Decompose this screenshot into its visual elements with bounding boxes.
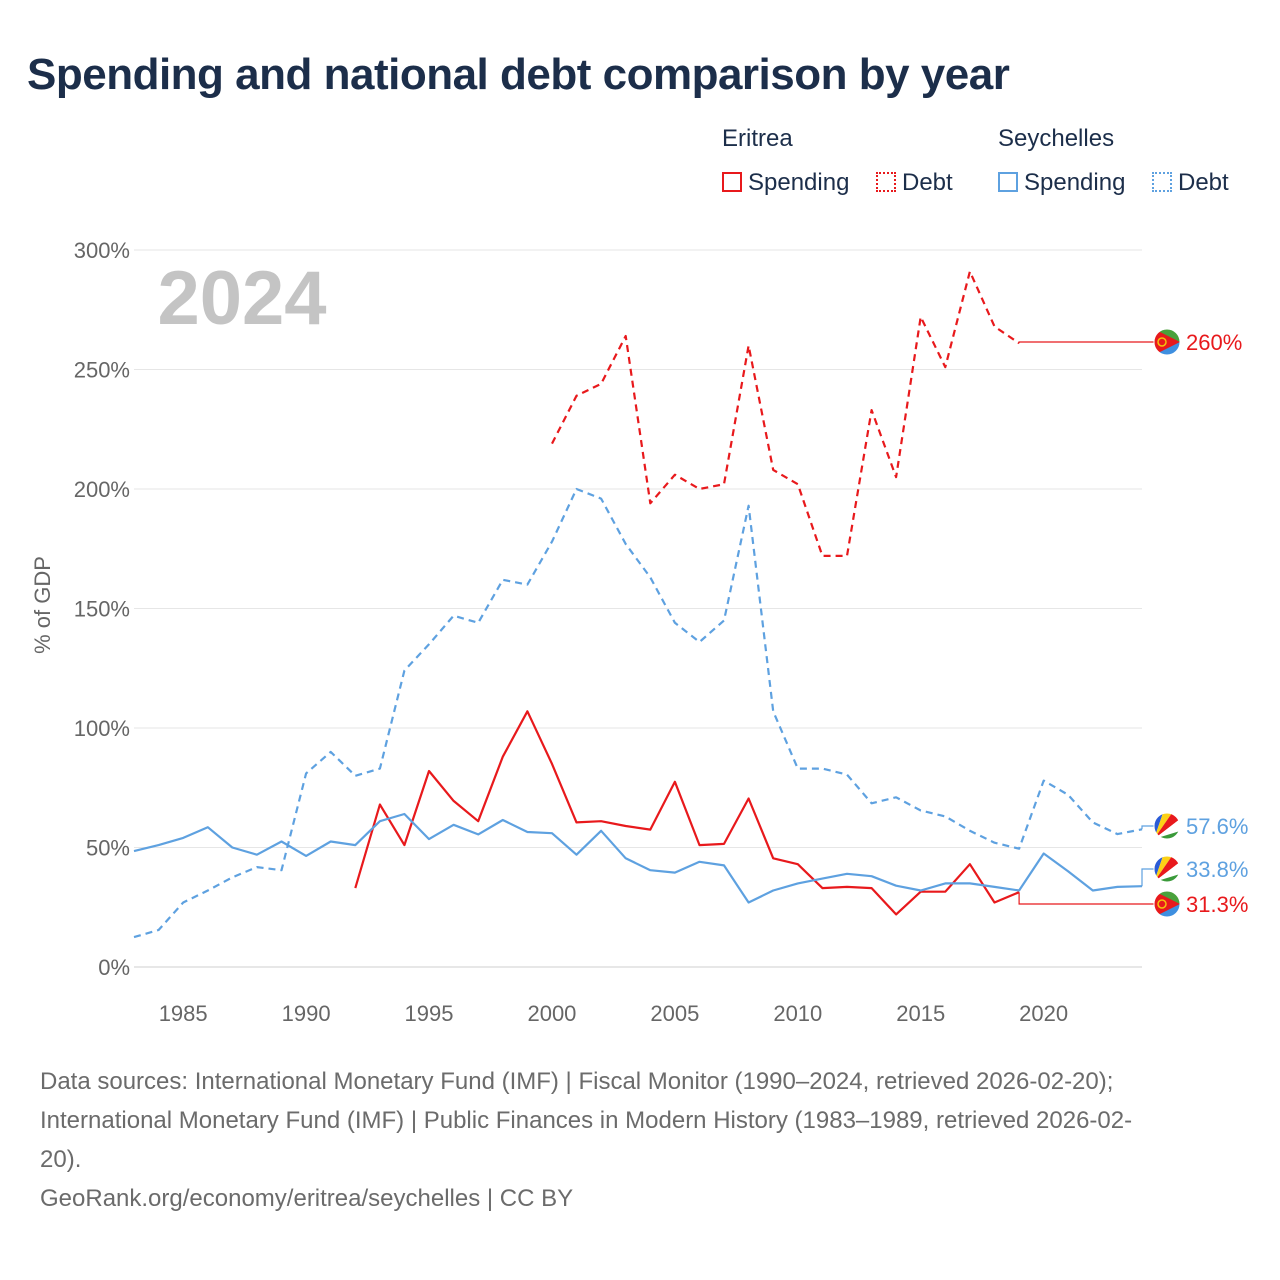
x-tick-label: 1990 [282,1001,331,1026]
seychelles-flag-icon [1153,855,1181,883]
end-labels: 260% 57.6% 31.3% 33.8% [1018,328,1248,918]
y-tick-label: 200% [74,477,130,502]
x-tick-label: 2000 [527,1001,576,1026]
solid-line-swatch-icon [998,172,1018,192]
y-tick-label: 0% [98,955,130,980]
series-line-eritrea-spending[interactable] [354,710,1020,916]
series [133,270,1143,939]
source-line-1: Data sources: International Monetary Fun… [40,1068,1114,1095]
end-value-label: 57.6% [1186,814,1248,839]
gridlines [134,249,1142,968]
legend-label-eritrea-debt: Debt [902,169,953,196]
dashed-line-swatch-icon [1152,172,1172,192]
source-line-3: 20). [40,1146,82,1173]
legend-label-eritrea-spending: Spending [748,169,850,196]
legend-label-seychelles-spending: Spending [1024,169,1126,196]
eritrea-flag-icon [1153,328,1181,356]
solid-line-swatch-icon [722,172,742,192]
series-line-eritrea-debt[interactable] [551,270,1020,558]
x-tick-label: 1985 [159,1001,208,1026]
y-tick-label: 50% [86,836,130,861]
axes: 2024 % of GDP 0% 50% 100% 150% 200% 250% 300% 1… [30,238,1068,1026]
legend-item-eritrea-spending[interactable]: Spending [722,169,849,197]
credit-line: GeoRank.org/economy/eritrea/seychelles |… [40,1185,574,1212]
seychelles-flag-icon [1153,812,1181,840]
series-line-seychelles-debt[interactable] [133,487,1143,939]
end-value-label: 33.8% [1186,857,1248,882]
leader-line [1141,825,1154,830]
x-tick-label: 2005 [650,1001,699,1026]
year-watermark: 2024 [157,256,326,341]
source-line-2: International Monetary Fund (IMF) | Publ… [40,1107,1133,1134]
y-tick-label: 250% [74,358,130,383]
legend-item-eritrea-debt[interactable]: Debt [876,169,953,197]
legend-group-label-seychelles: Seychelles [998,125,1115,152]
y-axis-label: % of GDP [30,556,55,654]
legend-item-seychelles-spending[interactable]: Spending [998,169,1125,197]
y-tick-label: 100% [74,716,130,741]
series-line-seychelles-spending[interactable] [133,812,1143,904]
eritrea-flag-icon [1153,890,1181,918]
leader-line [1018,892,1154,905]
legend-group-label-eritrea: Eritrea [722,125,793,152]
chart-title: Spending and national debt comparison by… [27,50,1010,99]
legend-group-eritrea: Eritrea Spending Debt [722,125,953,196]
line-chart: 2024 % of GDP 0% 50% 100% 150% 200% 250% 300% 1… [30,238,1248,1026]
y-tick-label: 300% [74,238,130,263]
legend-item-seychelles-debt[interactable]: Debt [1152,169,1229,197]
legend-group-seychelles: Seychelles Spending Debt [998,125,1229,196]
x-tick-label: 2010 [773,1001,822,1026]
x-tick-label: 1995 [405,1001,454,1026]
x-tick-label: 2015 [896,1001,945,1026]
end-value-label: 31.3% [1186,892,1248,917]
leader-line [1141,868,1154,887]
leader-line [1018,341,1154,344]
x-tick-label: 2020 [1019,1001,1068,1026]
legend-label-seychelles-debt: Debt [1178,169,1229,196]
end-value-label: 260% [1186,330,1242,355]
dashed-line-swatch-icon [876,172,896,192]
y-tick-label: 150% [74,597,130,622]
